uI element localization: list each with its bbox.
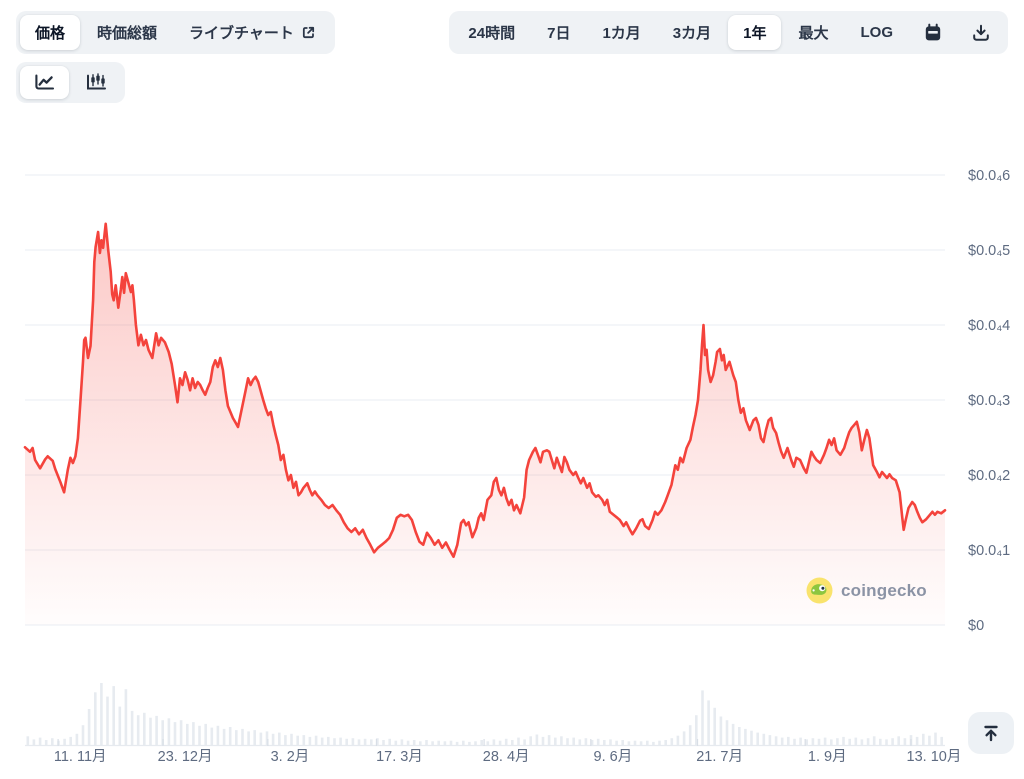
chart-type-line[interactable] bbox=[20, 66, 69, 99]
tab-label: ライブチャート bbox=[189, 25, 294, 42]
range-7d[interactable]: 7日 bbox=[532, 15, 585, 50]
range-button-group: 24時間 7日 1カ月 3カ月 1年 最大 LOG bbox=[449, 11, 1008, 54]
y-axis-labels: $0.0₄6 $0.0₄5 $0.0₄4 $0.0₄3 $0.0₄2 $0.0₄1 $0 bbox=[968, 168, 1010, 634]
x-axis-label: 23. 12月 bbox=[158, 749, 213, 765]
line-chart-icon bbox=[35, 74, 55, 90]
y-axis-label: $0.0₄1 bbox=[968, 543, 1010, 559]
volume-bars bbox=[26, 683, 943, 745]
range-max[interactable]: 最大 bbox=[783, 15, 843, 50]
chart-type-toggle bbox=[16, 62, 125, 103]
range-label: 1年 bbox=[743, 25, 767, 42]
download-icon bbox=[973, 24, 989, 41]
y-axis-label: $0.0₄4 bbox=[968, 318, 1010, 334]
price-area-fill bbox=[25, 223, 945, 626]
x-axis-ticks bbox=[57, 739, 912, 746]
x-axis-label: 1. 9月 bbox=[808, 749, 847, 765]
candlestick-icon bbox=[87, 73, 106, 90]
external-link-icon bbox=[302, 26, 314, 39]
range-label: 1カ月 bbox=[602, 25, 641, 42]
tab-label: 時価総額 bbox=[97, 25, 158, 42]
y-axis-label: $0.0₄3 bbox=[968, 393, 1010, 409]
tab-price[interactable]: 価格 bbox=[20, 15, 81, 50]
range-label: 3カ月 bbox=[672, 25, 712, 42]
tab-label: 価格 bbox=[35, 25, 66, 42]
range-1m[interactable]: 1カ月 bbox=[587, 15, 655, 50]
y-axis-label: $0.0₄6 bbox=[968, 168, 1010, 184]
y-axis-label: $0.0₄2 bbox=[968, 468, 1010, 484]
x-axis-label: 11. 11月 bbox=[54, 749, 107, 765]
x-axis-label: 21. 7月 bbox=[696, 749, 743, 765]
range-3m[interactable]: 3カ月 bbox=[658, 15, 726, 50]
range-label: 24時間 bbox=[468, 25, 516, 42]
tab-live-chart[interactable]: ライブチャート bbox=[174, 15, 331, 50]
x-axis-label: 17. 3月 bbox=[376, 749, 423, 765]
scroll-to-top-button[interactable] bbox=[968, 712, 1014, 754]
range-label: 7日 bbox=[547, 25, 571, 42]
x-axis-label: 13. 10月 bbox=[907, 749, 962, 765]
x-axis-label: 28. 4月 bbox=[483, 749, 530, 765]
tab-market-cap[interactable]: 時価総額 bbox=[82, 15, 172, 50]
x-axis-label: 9. 6月 bbox=[594, 749, 633, 765]
calendar-icon bbox=[925, 23, 941, 40]
range-log[interactable]: LOG bbox=[846, 15, 909, 50]
x-axis-label: 3. 2月 bbox=[271, 749, 310, 765]
range-24h[interactable]: 24時間 bbox=[453, 15, 530, 50]
range-label: 最大 bbox=[798, 25, 829, 42]
range-label: LOG bbox=[860, 24, 894, 41]
y-axis-label: $0.0₄5 bbox=[968, 243, 1010, 259]
view-tab-group: 価格 時価総額 ライブチャート bbox=[16, 11, 335, 54]
scroll-to-top-icon bbox=[984, 725, 998, 742]
chart-type-candlestick[interactable] bbox=[71, 66, 121, 99]
price-line bbox=[23, 222, 947, 559]
calendar-button[interactable] bbox=[910, 15, 956, 50]
download-button[interactable] bbox=[958, 15, 1004, 50]
x-axis-labels: 11. 11月 23. 12月 3. 2月 17. 3月 28. 4月 9. 6月 21. … bbox=[54, 749, 962, 765]
y-axis-label: $0 bbox=[968, 618, 984, 634]
range-1y[interactable]: 1年 bbox=[728, 15, 782, 50]
